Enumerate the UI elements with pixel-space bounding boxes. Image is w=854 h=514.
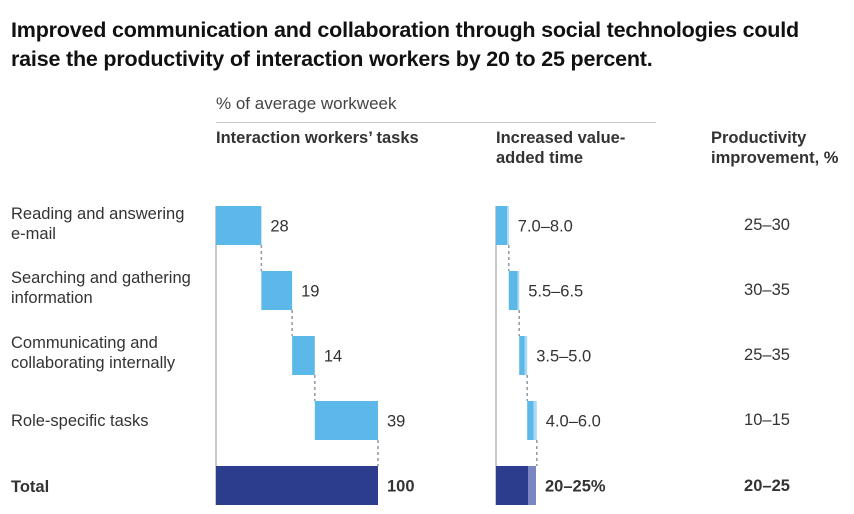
value-added-label: 7.0–8.0 xyxy=(518,218,573,236)
value-added-label: 5.5–6.5 xyxy=(528,283,583,301)
column-header-tasks: Interaction workers’ tasks xyxy=(216,129,419,147)
tasks-value-label: 19 xyxy=(301,283,319,301)
row-label: Role-specific tasks xyxy=(11,412,149,430)
value-added-range xyxy=(507,206,509,245)
row-label: Searching and gathering information xyxy=(11,269,191,307)
value-added-total-range xyxy=(528,466,536,505)
tasks-bar xyxy=(216,206,262,245)
row-label-total: Total xyxy=(11,478,50,496)
productivity-value: 25–30 xyxy=(744,216,790,234)
value-added-label: 4.0–6.0 xyxy=(546,413,601,431)
value-added-bar xyxy=(519,336,525,375)
productivity-value: 30–35 xyxy=(744,281,790,299)
value-added-range xyxy=(524,336,528,375)
column-header-value-added: Increased value-added time xyxy=(496,129,626,167)
value-added-total-label: 20–25% xyxy=(545,478,606,496)
header-rule xyxy=(216,122,656,123)
value-added-bar xyxy=(496,206,508,245)
tasks-value-label: 14 xyxy=(324,348,342,366)
value-added-range xyxy=(517,271,520,310)
productivity-value: 25–35 xyxy=(744,346,790,364)
chart-title: Improved communication and collaboration… xyxy=(11,18,799,71)
tasks-total-label: 100 xyxy=(387,478,415,496)
value-added-range xyxy=(533,401,537,440)
row-label: Communicating and collaborating internal… xyxy=(11,334,176,372)
value-added-label: 3.5–5.0 xyxy=(536,348,591,366)
chart-subtitle: % of average workweek xyxy=(216,94,397,113)
tasks-total-bar xyxy=(216,466,378,505)
value-added-bar xyxy=(508,271,518,310)
tasks-bar xyxy=(314,401,378,440)
productivity-value-total: 20–25 xyxy=(744,477,790,495)
tasks-bar xyxy=(292,336,315,375)
row-label: Reading and answering e-mail xyxy=(11,205,185,243)
tasks-value-label: 28 xyxy=(270,218,288,236)
column-header-productivity: Productivity improvement, % xyxy=(711,129,839,167)
productivity-value: 10–15 xyxy=(744,411,790,429)
tasks-value-label: 39 xyxy=(387,413,405,431)
value-added-bar xyxy=(527,401,534,440)
value-added-total-bar xyxy=(496,466,528,505)
tasks-bar xyxy=(261,271,293,310)
